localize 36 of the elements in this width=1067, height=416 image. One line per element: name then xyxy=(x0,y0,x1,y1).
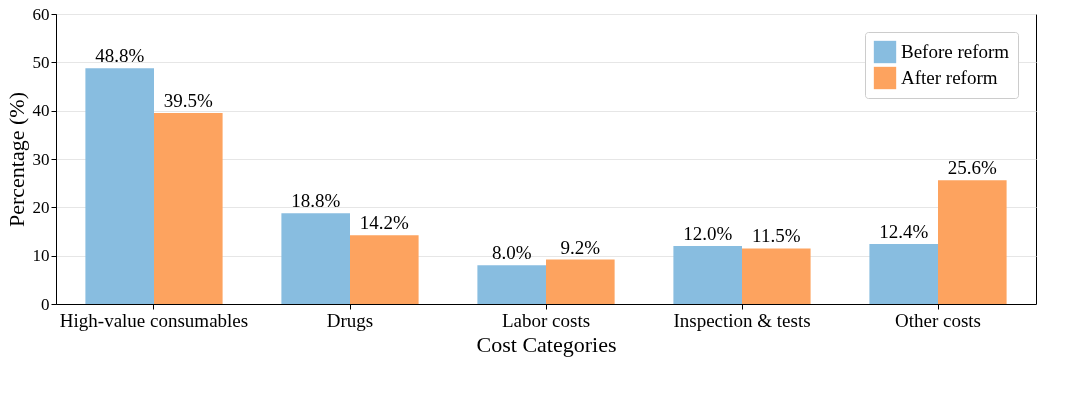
x-tick-label: Other costs xyxy=(894,309,982,331)
x-tick-label: High-value consumables xyxy=(59,309,249,331)
data-label: 18.8% xyxy=(291,190,341,212)
data-label: 12.4% xyxy=(879,221,929,243)
bar xyxy=(742,248,811,304)
bar xyxy=(673,246,742,304)
y-tick-label: 40 xyxy=(32,101,50,121)
x-tick-label: Drugs xyxy=(326,309,374,331)
x-axis-title: Cost Categories xyxy=(476,331,617,357)
legend-label: After reform xyxy=(901,67,998,88)
y-tick-label: 50 xyxy=(32,52,50,72)
y-tick-label: 10 xyxy=(32,246,50,266)
data-label: 48.8% xyxy=(95,45,145,67)
bar xyxy=(281,213,350,304)
y-tick-label: 20 xyxy=(32,197,50,217)
y-tick-label: 0 xyxy=(41,294,50,314)
bar xyxy=(85,68,154,304)
data-label: 39.5% xyxy=(163,90,214,112)
y-tick-label: 60 xyxy=(32,4,50,24)
data-label: 12.0% xyxy=(683,223,733,244)
bar xyxy=(546,259,615,304)
y-axis-title: Percentage (%) xyxy=(3,92,29,227)
y-tick-label: 30 xyxy=(32,149,50,169)
data-label: 14.2% xyxy=(359,212,410,234)
legend-label: Before reform xyxy=(901,41,1010,62)
x-tick-label: Labor costs xyxy=(501,309,591,331)
x-tick-label: Inspection & tests xyxy=(673,309,811,331)
bar xyxy=(154,113,223,304)
data-label: 9.2% xyxy=(560,236,601,258)
bar xyxy=(477,265,546,304)
bar xyxy=(350,235,419,304)
data-label: 25.6% xyxy=(947,157,998,179)
data-label: 11.5% xyxy=(752,225,801,247)
bar xyxy=(938,180,1007,304)
bar xyxy=(869,244,938,304)
data-label: 8.0% xyxy=(491,242,532,264)
